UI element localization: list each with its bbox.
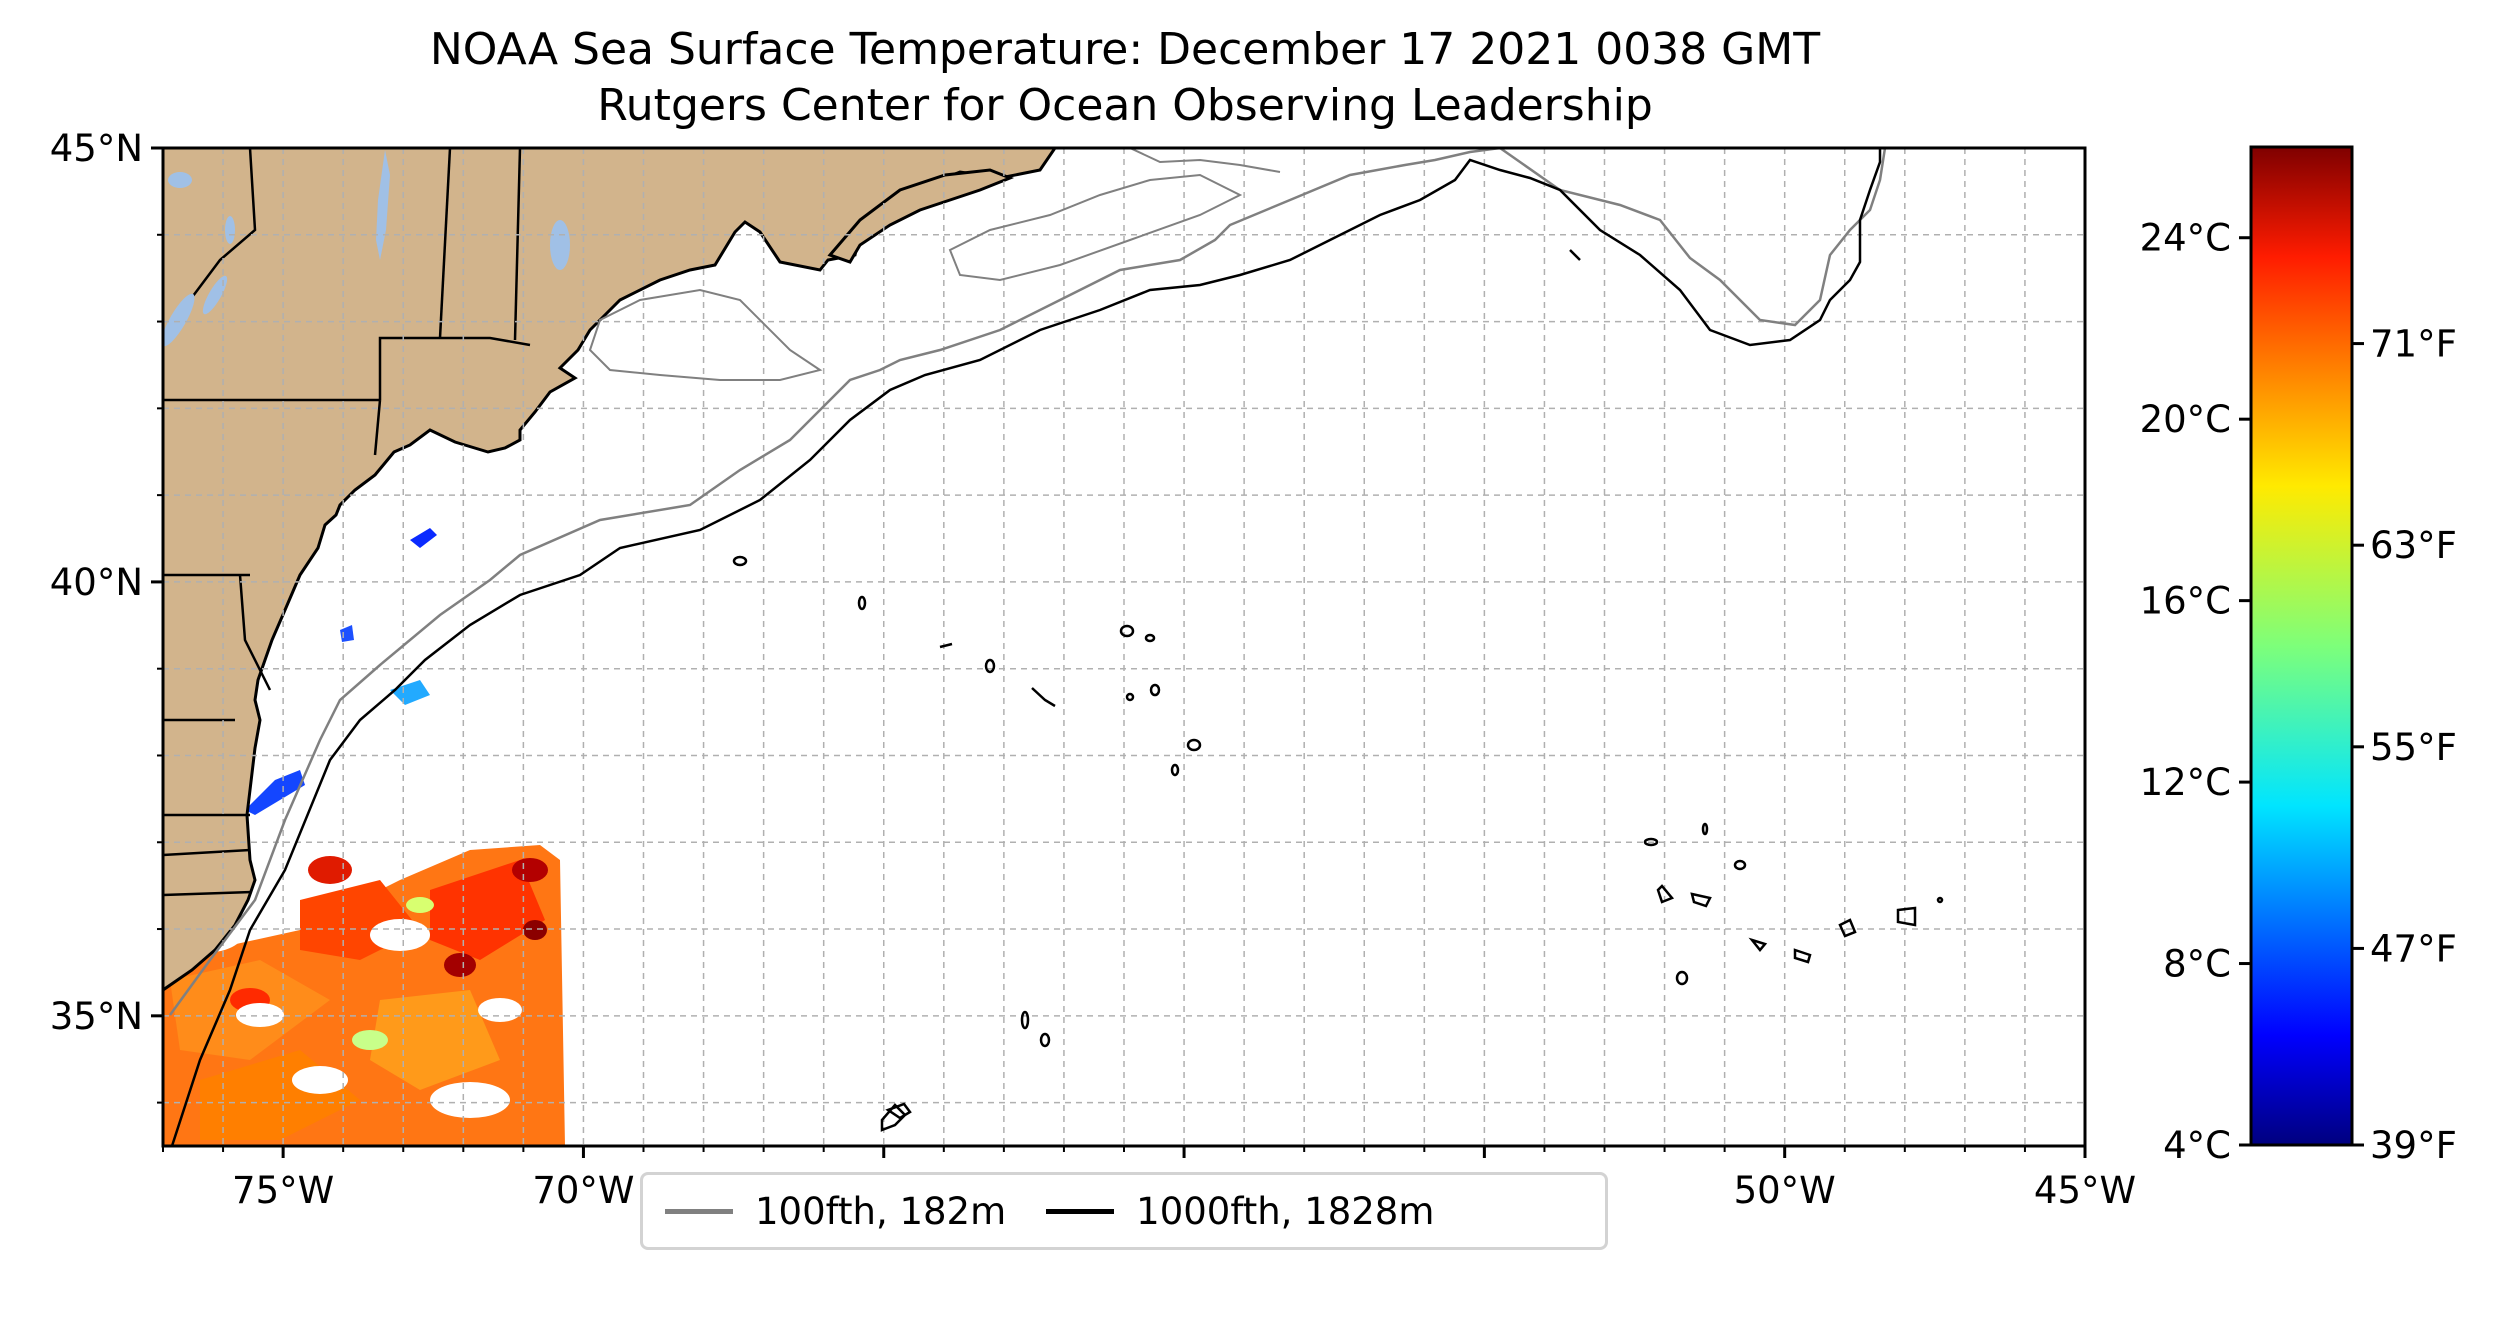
fahrenheit-tick-label: 39°F xyxy=(2370,1124,2457,1167)
celsius-tick-label: 8°C xyxy=(2163,943,2231,986)
lon-tick-label: 50°W xyxy=(1734,1169,1836,1212)
lon-tick-label: 75°W xyxy=(232,1169,334,1212)
fahrenheit-tick-label: 71°F xyxy=(2370,323,2457,366)
celsius-tick-label: 4°C xyxy=(2163,1124,2231,1167)
lat-tick-label: 45°N xyxy=(50,127,143,170)
sst-warm-patch xyxy=(163,845,565,1146)
lon-tick-label: 70°W xyxy=(532,1169,634,1212)
georges-bank-contour xyxy=(588,288,823,381)
fahrenheit-tick-label: 47°F xyxy=(2370,927,2457,970)
lat-tick-label: 35°N xyxy=(50,995,143,1038)
celsius-tick-label: 16°C xyxy=(2140,580,2231,623)
colorbar xyxy=(2249,145,2354,1147)
fahrenheit-tick-label: 63°F xyxy=(2370,524,2457,567)
shelf-contour-north xyxy=(1129,148,1281,173)
graticule xyxy=(163,148,2085,1146)
scotian-shelf-contour xyxy=(948,173,1243,282)
legend-label-1000fth: 1000fth, 1828m xyxy=(1136,1189,1435,1233)
map-content xyxy=(163,148,2085,1146)
legend-item-100fth: 100fth, 182m xyxy=(665,1190,1006,1233)
seamounts xyxy=(732,249,1944,1132)
fahrenheit-tick-label: 55°F xyxy=(2370,726,2457,769)
celsius-tick-label: 12°C xyxy=(2140,761,2231,804)
celsius-tick-label: 20°C xyxy=(2140,398,2231,441)
legend-line-gray xyxy=(665,1208,733,1214)
legend-line-black xyxy=(1046,1208,1115,1214)
legend-label-100fth: 100fth, 182m xyxy=(755,1189,1007,1233)
legend: 100fth, 182m 1000fth, 1828m xyxy=(640,1172,1608,1250)
latitude-axis: 45°N 40°N 35°N xyxy=(50,127,163,1104)
colorbar-fahrenheit-axis: 39°F 47°F 55°F 63°F 71°F xyxy=(2352,323,2457,1167)
land-masses xyxy=(163,148,1057,992)
legend-item-1000fth: 1000fth, 1828m xyxy=(1046,1190,1434,1233)
colorbar-celsius-axis: 4°C 8°C 12°C 16°C 20°C 24°C xyxy=(2140,217,2251,1167)
map-subtitle: Rutgers Center for Ocean Observing Leade… xyxy=(597,80,1653,131)
isobath-100fth xyxy=(168,148,1887,1016)
map-title: NOAA Sea Surface Temperature: December 1… xyxy=(429,24,1821,75)
celsius-tick-label: 24°C xyxy=(2140,217,2231,260)
lat-tick-label: 40°N xyxy=(50,561,143,604)
lon-tick-label: 45°W xyxy=(2034,1169,2136,1212)
isobath-1000fth xyxy=(170,148,1882,1146)
